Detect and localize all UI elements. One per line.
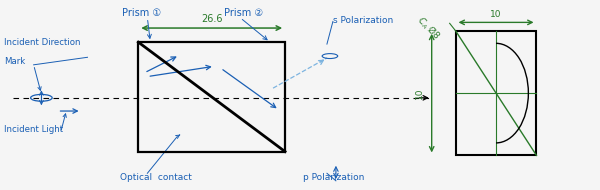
Text: Mark: Mark (4, 57, 25, 66)
Text: Optical  contact: Optical contact (121, 173, 192, 182)
Text: 10: 10 (490, 10, 502, 19)
Text: Prism ①: Prism ① (122, 8, 161, 18)
Text: Incident Direction: Incident Direction (4, 38, 80, 48)
Text: 10: 10 (415, 87, 424, 99)
Text: p Polarization: p Polarization (303, 173, 364, 182)
Text: $C_A$ Ø8: $C_A$ Ø8 (414, 14, 443, 43)
Text: Prism ②: Prism ② (224, 8, 263, 18)
Text: 26.6: 26.6 (201, 14, 223, 24)
Text: Incident Light: Incident Light (4, 125, 63, 134)
Text: s Polarization: s Polarization (333, 16, 393, 25)
